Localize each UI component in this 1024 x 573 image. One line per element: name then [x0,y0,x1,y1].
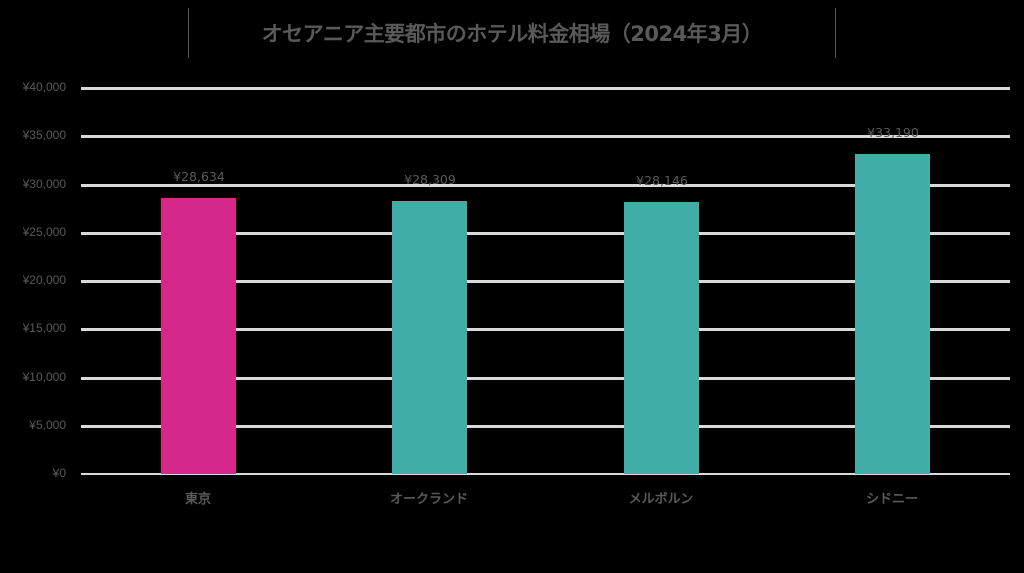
y-tick-label: ¥25,000 [22,224,66,239]
data-label: ¥28,309 [404,171,456,187]
gridline [81,135,1010,139]
gridline [81,328,1010,332]
data-label: ¥28,146 [636,173,688,189]
chart-title-frame: オセアニア主要都市のホテル料金相場（2024年3月） [188,8,836,58]
bar [624,202,699,474]
gridline [81,473,1010,475]
plot-area: ¥28,634 ¥28,309 ¥28,146 ¥33,190 [81,87,1010,475]
x-tick-label: シドニー [865,492,918,507]
bar [855,153,930,474]
y-tick-label: ¥5,000 [29,417,66,432]
data-label: ¥28,634 [173,168,225,184]
y-tick-label: ¥0 [52,466,66,480]
gridline [81,231,1010,235]
gridline [81,424,1010,428]
y-tick-label: ¥15,000 [22,321,66,336]
y-tick-label: ¥35,000 [22,128,66,143]
bar [392,200,467,474]
x-tick-label: 東京 [184,492,211,507]
gridline [81,280,1010,283]
bar [161,197,236,474]
x-tick-label: オークランド [389,492,468,507]
gridline [81,183,1010,187]
y-tick-label: ¥10,000 [22,369,66,384]
y-tick-label: ¥30,000 [22,176,66,191]
gridline [81,376,1010,380]
y-tick-label: ¥40,000 [22,80,66,94]
data-label: ¥33,190 [867,124,919,140]
gridline [81,87,1010,90]
x-tick-label: メルボルン [628,492,694,507]
y-tick-label: ¥20,000 [22,273,66,287]
chart-title: オセアニア主要都市のホテル料金相場（2024年3月） [261,22,763,46]
